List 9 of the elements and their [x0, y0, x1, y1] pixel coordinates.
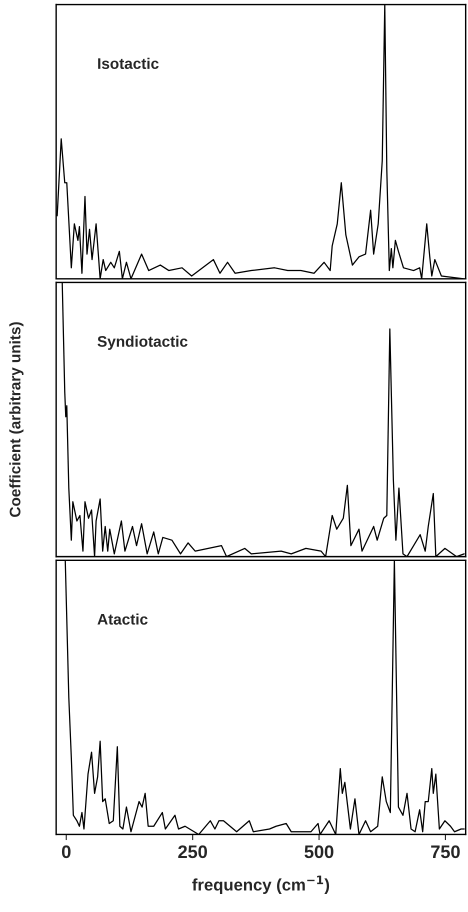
x-tick-label: 750 [431, 845, 460, 858]
x-tick-label: 0 [62, 845, 71, 858]
x-tick-label: 250 [178, 845, 207, 858]
x-axis-title: frequency (cm$^{−1}$) [192, 876, 330, 894]
annotation: Syndiotactic [98, 336, 188, 350]
y-axis-title: Coefficient (arbitrary units) [9, 322, 24, 517]
annotation: Isotactic [98, 58, 159, 69]
x-tick-label: 500 [304, 845, 334, 858]
annotation: Atactic [97, 613, 148, 625]
